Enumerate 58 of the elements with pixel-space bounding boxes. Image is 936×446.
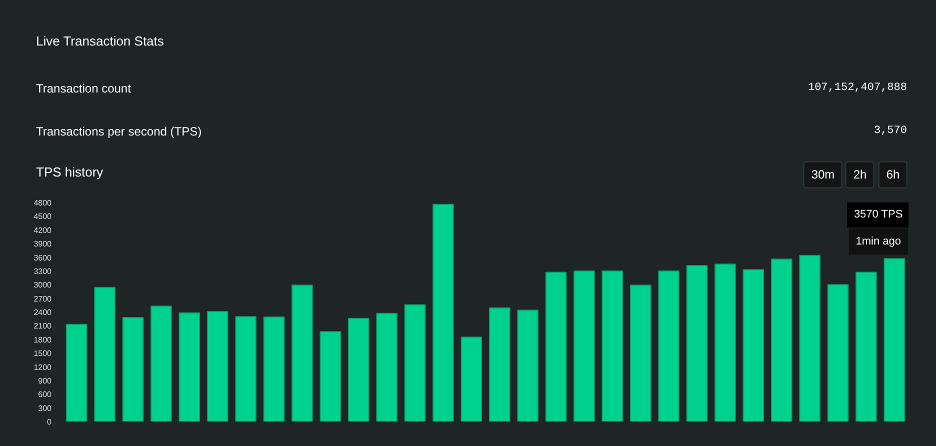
chart-title: Live Transaction Stats <box>36 32 164 51</box>
y-tick-label: 2400 <box>34 308 52 317</box>
y-tick-label: 3600 <box>34 253 52 262</box>
y-tick-label: 300 <box>38 404 52 413</box>
y-tick-label: 3300 <box>34 266 52 276</box>
text: Transactions per second (TPS) <box>36 123 202 140</box>
bar <box>602 270 624 422</box>
bar <box>770 258 792 422</box>
y-tick-label: 3000 <box>34 280 52 290</box>
bar <box>376 312 398 422</box>
y-tick-label: 4800 <box>34 198 52 208</box>
text: TPS history <box>36 164 104 182</box>
bar <box>799 254 820 422</box>
text: 107,152,407,888 <box>808 81 907 96</box>
bar <box>432 204 454 422</box>
bar <box>66 324 88 422</box>
annotation: 1min ago <box>856 236 902 248</box>
bar <box>206 311 228 422</box>
bar <box>348 318 370 422</box>
bar <box>122 316 144 422</box>
y-tick-label: 4500 <box>34 212 52 222</box>
bar <box>827 284 849 422</box>
y-tick-label: 600 <box>38 390 52 400</box>
bar <box>574 270 595 422</box>
y-tick-label: 3900 <box>34 240 52 249</box>
bar <box>263 316 285 422</box>
y-tick-label: 900 <box>38 376 52 386</box>
bar <box>460 336 482 422</box>
y-tick-label: 2700 <box>34 294 52 304</box>
bar <box>320 331 342 422</box>
text: 6h <box>878 161 908 189</box>
bar <box>235 316 256 422</box>
bar <box>630 284 652 422</box>
bar <box>488 307 510 422</box>
bar <box>178 312 200 422</box>
bar <box>856 272 877 422</box>
bar <box>150 306 172 422</box>
y-tick-label: 1500 <box>34 349 52 358</box>
bar <box>714 264 736 422</box>
y-tick-label: 0 <box>47 418 52 426</box>
bar <box>884 258 906 422</box>
annotation: 3570 TPS <box>854 208 903 221</box>
bar <box>517 310 538 422</box>
text: Transaction count <box>36 80 131 98</box>
y-tick-label: 1800 <box>34 335 52 344</box>
text: 2h <box>845 161 875 189</box>
y-tick-label: 4200 <box>34 226 52 235</box>
bar <box>742 269 764 422</box>
y-tick-label: 2100 <box>34 322 52 331</box>
bar <box>404 304 426 422</box>
bar <box>94 286 116 422</box>
y-tick-label: 1200 <box>34 362 52 372</box>
bar <box>658 270 680 422</box>
bar <box>292 284 313 422</box>
text: 30m <box>803 161 843 189</box>
bar <box>545 272 567 422</box>
bar <box>686 264 708 422</box>
text: 3,570 <box>874 124 907 140</box>
